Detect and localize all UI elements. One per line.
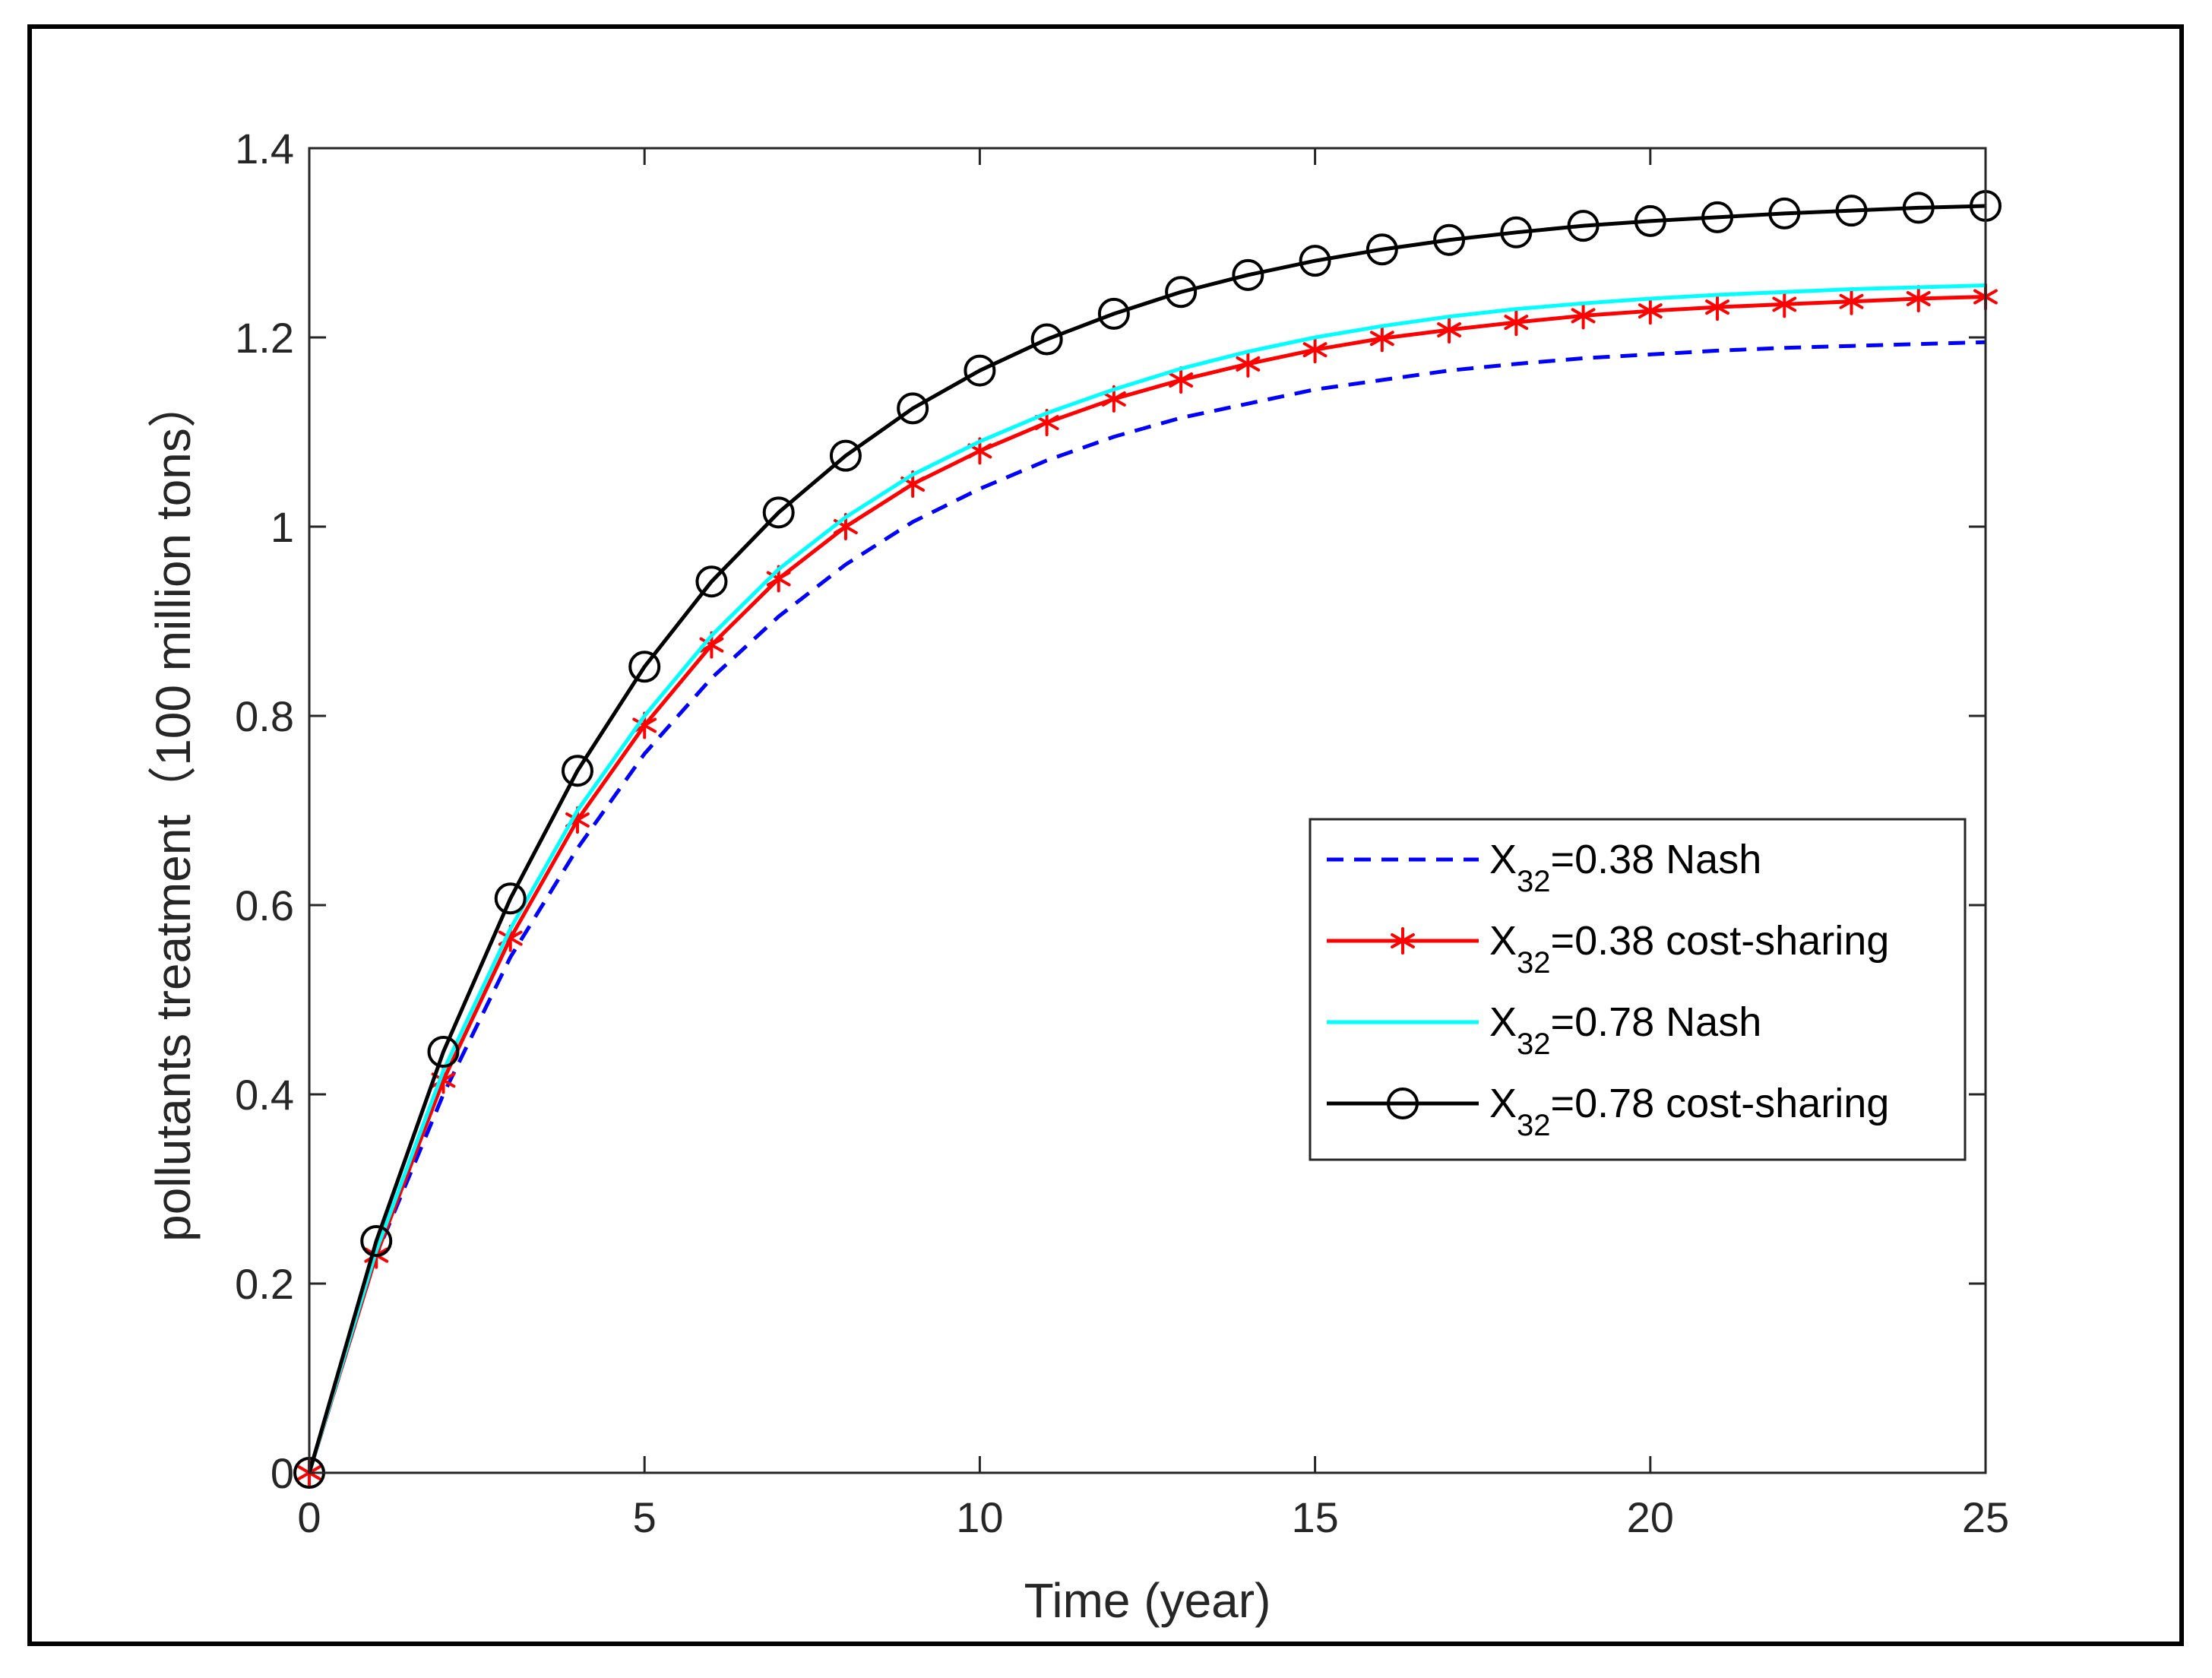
y-tick-label: 1: [271, 503, 294, 551]
x-axis-title: Time (year): [1024, 1573, 1271, 1628]
legend-entry[interactable]: X32=0.78 Nash: [1327, 999, 1761, 1061]
series-2: [307, 283, 1986, 1474]
data-point: [1236, 350, 1261, 378]
series-line: [307, 283, 1986, 1474]
data-point: [1030, 323, 1063, 356]
legend-label: X32=0.38 Nash: [1489, 837, 1761, 898]
y-tick-label: 1.2: [235, 314, 294, 362]
y-tick-label: 0.8: [235, 692, 294, 740]
y-tick-label: 0.2: [235, 1260, 294, 1308]
axes-box: [308, 147, 1987, 1474]
legend-marker: [1391, 927, 1415, 955]
data-point: [1165, 276, 1198, 309]
data-point: [1835, 195, 1868, 227]
data-point: [1369, 325, 1394, 353]
x-tick-label: 0: [297, 1493, 321, 1541]
x-tick-label: 10: [956, 1493, 1003, 1541]
data-point: [1705, 293, 1729, 321]
series-line: [307, 340, 1986, 1474]
tick-layer: 0 5 10 15 20 25 0 0.2 0.4 0.6 0.8 1 1.2 1.4: [235, 125, 2009, 1541]
x-tick-label: 25: [1962, 1493, 2009, 1541]
y-tick-label: 1.4: [235, 125, 294, 173]
x-tick-label: 20: [1627, 1493, 1674, 1541]
data-point: [427, 1035, 460, 1068]
legend-marker: [1387, 1088, 1419, 1119]
y-tick-label: 0.6: [235, 882, 294, 929]
legend-entry[interactable]: X32=0.38 cost-sharing: [1327, 918, 1889, 980]
y-tick-label: 0: [271, 1449, 294, 1497]
data-point: [1299, 245, 1331, 277]
data-point: [1433, 223, 1466, 256]
legend[interactable]: X32=0.38 Nash X32=0.38 cost-sharing X32=0.…: [1309, 818, 1967, 1161]
legend-entry[interactable]: X32=0.38 Nash: [1327, 837, 1761, 898]
data-point: [762, 496, 795, 529]
legend-label: X32=0.78 Nash: [1489, 999, 1761, 1061]
data-point: [1302, 336, 1328, 364]
data-point: [628, 651, 661, 683]
data-point: [1772, 290, 1797, 318]
data-point: [1504, 309, 1529, 337]
data-point: [1169, 366, 1194, 394]
legend-label: X32=0.78 cost-sharing: [1489, 1081, 1889, 1142]
series-3: [293, 189, 2002, 1489]
data-point: [897, 392, 929, 425]
legend-box: [1309, 818, 1967, 1161]
legend-entry[interactable]: X32=0.78 cost-sharing: [1327, 1081, 1889, 1142]
data-point: [1768, 197, 1801, 230]
data-point: [964, 354, 996, 387]
data-point: [1567, 210, 1600, 242]
y-tick-label: 0.4: [235, 1071, 294, 1119]
x-tick-label: 15: [1291, 1493, 1338, 1541]
y-axis-title: pollutants treatment（100 million tons）: [146, 379, 201, 1242]
data-point: [1365, 233, 1398, 266]
data-point: [695, 565, 728, 598]
series-layer: [293, 189, 2002, 1489]
x-tick-label: 5: [633, 1493, 657, 1541]
data-point: [1701, 201, 1734, 233]
data-point: [561, 755, 593, 787]
legend-label: X32=0.38 cost-sharing: [1489, 918, 1889, 980]
data-point: [360, 1224, 393, 1257]
series-line: [307, 204, 1986, 1474]
data-point: [1500, 216, 1533, 249]
data-point: [1906, 284, 1931, 312]
data-point: [1638, 297, 1663, 325]
data-point: [1437, 316, 1461, 344]
series-line: [307, 294, 1986, 1474]
data-point: [494, 882, 527, 915]
data-point: [1097, 297, 1130, 330]
data-point: [1839, 287, 1864, 315]
data-point: [1902, 192, 1935, 224]
series-0: [307, 340, 1986, 1474]
data-point: [1232, 258, 1264, 291]
data-point: [1634, 204, 1666, 237]
data-point: [1571, 302, 1596, 330]
plot-area: [309, 148, 1986, 1473]
data-point: [829, 439, 862, 472]
